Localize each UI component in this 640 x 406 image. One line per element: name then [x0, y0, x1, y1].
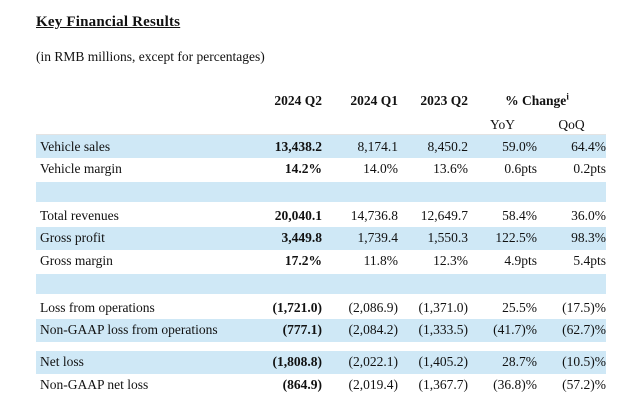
table-row: Loss from operations (1,721.0) (2,086.9) (1… [36, 296, 606, 319]
empty-header-cell [322, 110, 398, 135]
cell-value: 12.3% [433, 252, 468, 268]
cell-value: 36.0% [571, 208, 606, 223]
cell-value: (2,022.1) [322, 350, 398, 374]
cell-value: (10.5)% [537, 350, 606, 374]
empty-header-cell [36, 110, 262, 135]
cell-value: 20,040.1 [274, 208, 322, 223]
cell-value: 14.0% [363, 160, 398, 176]
table-row: Vehicle margin 14.2% 14.0% 13.6% 0.6pts 0.2pt… [36, 158, 606, 181]
cell-value: 17.2% [284, 252, 322, 268]
spacer-row [36, 179, 606, 205]
table-header: 2024 Q2 2024 Q1 2023 Q2 % Changei YoY Qo… [36, 86, 606, 135]
cell-value: 1,550.3 [398, 226, 468, 250]
percent-change-label: % Change [505, 92, 567, 108]
table-row: Total revenues 20,040.1 14,736.8 12,649.7 58… [36, 204, 606, 227]
cell-value: 4.9pts [504, 252, 537, 268]
cell-value: (2,019.4) [348, 377, 399, 393]
column-header-2023-q2: 2023 Q2 [420, 92, 468, 108]
cell-value: (2,084.2) [322, 318, 398, 342]
row-label: Vehicle sales [36, 134, 262, 158]
page-title: Key Financial Results [36, 14, 181, 30]
cell-value: (1,808.8) [262, 350, 322, 374]
cell-value: 59.0% [468, 134, 537, 158]
table-row: Gross profit 3,449.8 1,739.4 1,550.3 122.5% 9… [36, 226, 606, 250]
cell-value: 58.4% [502, 208, 537, 223]
cell-value: (41.7)% [468, 318, 537, 342]
cell-value: (17.5)% [562, 300, 606, 315]
row-label: Total revenues [40, 208, 119, 223]
cell-value: 12,649.7 [420, 208, 468, 223]
cell-value: (777.1) [262, 318, 322, 342]
column-header-percent-change: % Changei [468, 86, 606, 110]
cell-value: 5.4pts [573, 252, 606, 268]
table-row: Non-GAAP net loss (864.9) (2,019.4) (1,367.… [36, 374, 606, 397]
row-label: Non-GAAP loss from operations [36, 318, 262, 342]
cell-value: (36.8)% [493, 377, 537, 393]
cell-value: 0.6pts [504, 160, 537, 176]
period-header-row: 2024 Q2 2024 Q1 2023 Q2 % Changei [36, 86, 606, 110]
table-row: Net loss (1,808.8) (2,022.1) (1,405.2) 28.7%… [36, 350, 606, 374]
cell-value: 13.6% [433, 160, 468, 176]
cell-value: (1,405.2) [398, 350, 468, 374]
cell-value: (2,086.9) [348, 300, 399, 315]
cell-value: (1,721.0) [272, 300, 323, 315]
page-subtitle: (in RMB millions, except for percentages… [36, 49, 265, 64]
table-row: Vehicle sales 13,438.2 8,174.1 8,450.2 59.0%… [36, 134, 606, 158]
table-body: Vehicle sales 13,438.2 8,174.1 8,450.2 59.0%… [36, 134, 606, 397]
row-label: Gross profit [36, 226, 262, 250]
row-label: Non-GAAP net loss [40, 377, 149, 393]
cell-value: 98.3% [537, 226, 606, 250]
cell-value: 3,449.8 [262, 226, 322, 250]
spacer-row [36, 271, 606, 297]
column-header-2024-q1: 2024 Q1 [350, 92, 398, 108]
empty-header-cell [398, 110, 468, 135]
cell-value: (864.9) [282, 377, 322, 393]
column-header-yoy: YoY [468, 110, 537, 135]
cell-value: (1,367.7) [418, 377, 469, 393]
cell-value: 14.2% [284, 160, 322, 176]
cell-value: 122.5% [468, 226, 537, 250]
spacer-cell [36, 341, 606, 351]
column-header-2024-q2: 2024 Q2 [274, 92, 322, 108]
empty-header-cell [262, 110, 322, 135]
cell-value: 13,438.2 [262, 134, 322, 158]
financial-results-table: 2024 Q2 2024 Q1 2023 Q2 % Changei YoY Qo… [36, 86, 606, 397]
change-subheader-row: YoY QoQ [36, 110, 606, 135]
spacer-row [36, 341, 606, 351]
cell-value: (62.7)% [537, 318, 606, 342]
label-column-header [36, 86, 262, 110]
cell-value: 64.4% [537, 134, 606, 158]
cell-value: 8,174.1 [322, 134, 398, 158]
row-label: Vehicle margin [40, 160, 122, 176]
spacer-cell [36, 271, 606, 297]
cell-value: 25.5% [502, 300, 537, 315]
row-label: Net loss [36, 350, 262, 374]
table-row: Non-GAAP loss from operations (777.1) (2,0… [36, 318, 606, 342]
cell-value: (1,371.0) [418, 300, 469, 315]
cell-value: 28.7% [468, 350, 537, 374]
column-header-qoq: QoQ [537, 110, 606, 135]
cell-value: 1,739.4 [322, 226, 398, 250]
spacer-cell [36, 179, 606, 205]
cell-value: 0.2pts [573, 160, 606, 176]
cell-value: 14,736.8 [350, 208, 398, 223]
cell-value: 11.8% [363, 252, 398, 268]
row-label: Gross margin [40, 252, 113, 268]
cell-value: (1,333.5) [398, 318, 468, 342]
cell-value: (57.2)% [562, 377, 606, 393]
table-row: Gross margin 17.2% 11.8% 12.3% 4.9pts 5.4pts [36, 250, 606, 273]
footnote-marker: i [566, 91, 569, 101]
cell-value: 8,450.2 [398, 134, 468, 158]
row-label: Loss from operations [40, 300, 155, 315]
